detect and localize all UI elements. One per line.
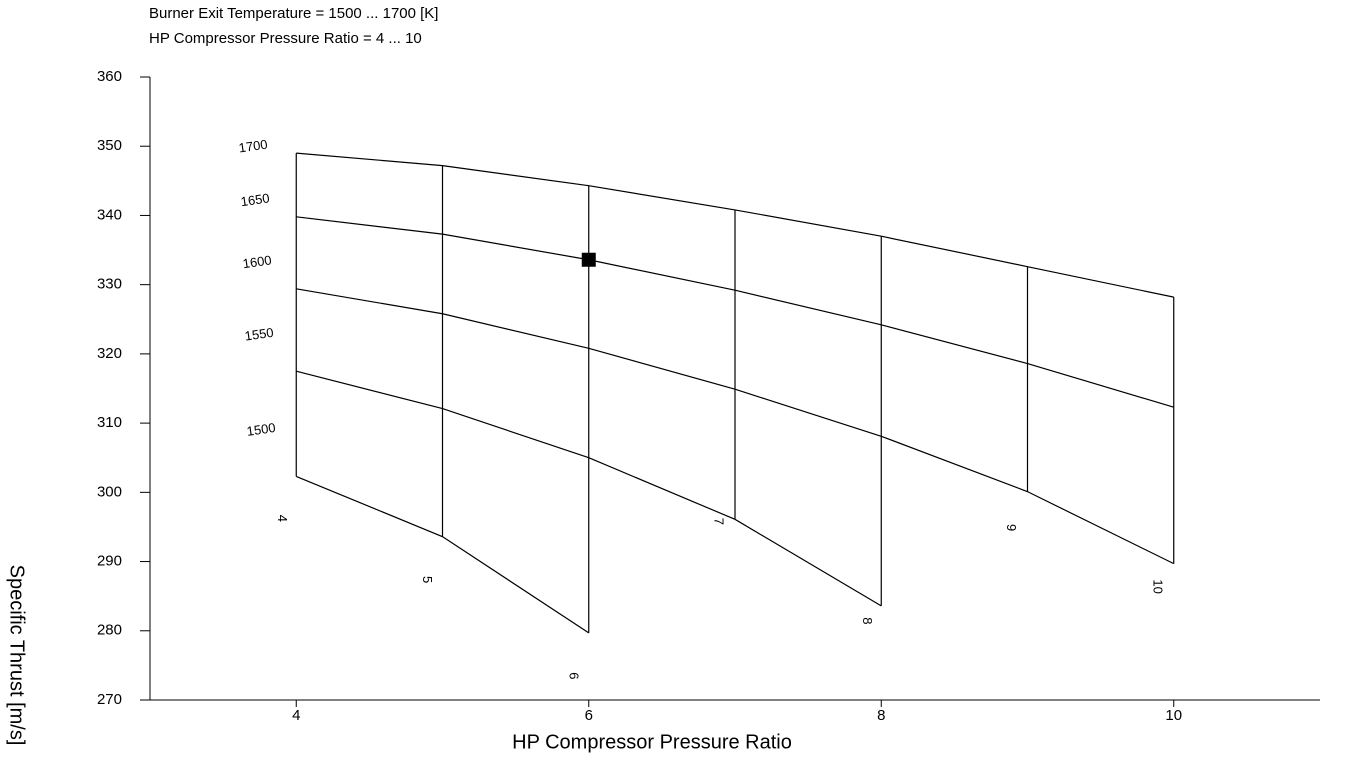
y-tick-label: 290	[97, 553, 122, 570]
y-tick-label: 360	[97, 68, 122, 85]
y-axis-label: Specific Thrust [m/s]	[6, 565, 28, 746]
y-tick-label: 300	[97, 483, 122, 500]
y-tick-label: 330	[97, 276, 122, 293]
y-tick-label: 310	[97, 414, 122, 431]
temperature-label: 1550	[244, 325, 275, 344]
y-tick-label: 320	[97, 345, 122, 362]
temperature-label: 1700	[238, 137, 269, 156]
ratio-label: 7	[712, 518, 727, 525]
temperature-line	[296, 475, 590, 634]
y-tick-label: 340	[97, 206, 122, 223]
temperature-label: 1500	[246, 420, 277, 439]
subtitle: HP Compressor Pressure Ratio = 4 ... 10	[149, 30, 422, 47]
temperature-label: 1600	[242, 252, 273, 271]
y-tick-label: 280	[97, 622, 122, 639]
y-tick-label: 350	[97, 137, 122, 154]
x-tick-label: 10	[1165, 707, 1182, 724]
ratio-label: 6	[566, 672, 581, 679]
x-axis-label: HP Compressor Pressure Ratio	[512, 731, 792, 753]
y-tick-label: 270	[97, 691, 122, 708]
ratio-label: 8	[860, 617, 875, 624]
design-point	[581, 252, 596, 267]
subtitle: Burner Exit Temperature = 1500 ... 1700 …	[149, 5, 438, 22]
x-tick-label: 4	[292, 707, 300, 724]
temperature-label: 1650	[240, 190, 271, 209]
ratio-label: 4	[275, 515, 290, 522]
x-tick-label: 6	[585, 707, 593, 724]
ratio-label: 9	[1004, 524, 1019, 531]
ratio-label: 5	[420, 576, 435, 583]
ratio-label: 10	[1150, 579, 1165, 593]
x-tick-label: 8	[877, 707, 885, 724]
